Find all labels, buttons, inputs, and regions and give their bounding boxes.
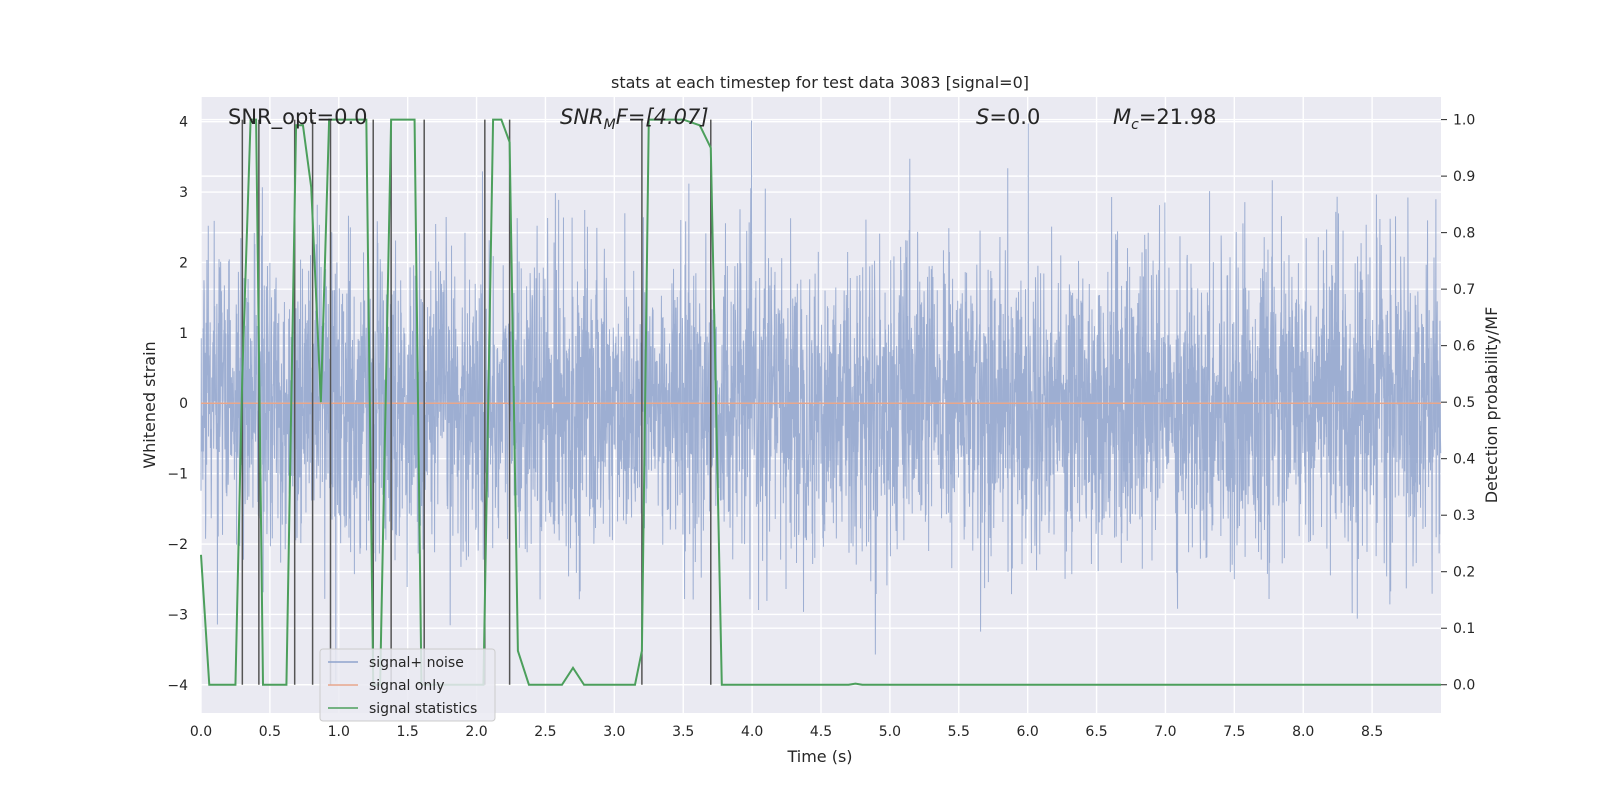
legend-label-signal-statistics: signal statistics bbox=[369, 701, 477, 717]
annotation-s: S=0.0 bbox=[976, 105, 1040, 129]
x-tick-label: 1.0 bbox=[328, 724, 350, 740]
series-signal-noise bbox=[200, 120, 1442, 682]
x-axis-label: Time (s) bbox=[786, 747, 852, 766]
noise-layer bbox=[200, 120, 1442, 682]
y-right-tick-label: 1.0 bbox=[1453, 113, 1475, 129]
x-tick-label: 3.0 bbox=[603, 724, 625, 740]
y-tick-label: 0 bbox=[179, 396, 188, 412]
x-tick-label: 8.5 bbox=[1361, 724, 1383, 740]
x-tick-label: 3.5 bbox=[672, 724, 694, 740]
x-tick-label: 5.5 bbox=[948, 724, 970, 740]
x-tick-label: 2.0 bbox=[465, 724, 487, 740]
tick-layer: 0.0 0.5 1.0 1.5 2.0 2.5 3.0 3.5 4.0 4.5 5.0 5.5 6.0 6… bbox=[167, 113, 1475, 740]
y-right-tick-label: 0.2 bbox=[1453, 565, 1475, 581]
y-right-tick-label: 0.3 bbox=[1453, 508, 1475, 524]
annotation-s-main: S bbox=[976, 105, 989, 129]
x-tick-label: 7.0 bbox=[1154, 724, 1176, 740]
annotation-snr-mf-sub: M bbox=[604, 117, 616, 133]
annotation-snr-mf-rest: F=[4.07] bbox=[616, 105, 709, 129]
chart-title: stats at each timestep for test data 308… bbox=[611, 73, 1029, 92]
x-tick-label: 4.0 bbox=[741, 724, 763, 740]
y-right-tick-label: 0.9 bbox=[1453, 169, 1475, 185]
annotation-mc-rest: =21.98 bbox=[1139, 105, 1217, 129]
legend-box bbox=[319, 648, 496, 722]
y-right-tick-label: 0.6 bbox=[1453, 339, 1475, 355]
y-right-tick-label: 0.1 bbox=[1453, 621, 1475, 637]
x-tick-label: 5.0 bbox=[879, 724, 901, 740]
y-tick-label: −2 bbox=[167, 537, 188, 553]
legend: signal+ noise signal only signal statist… bbox=[319, 648, 496, 722]
x-tick-label: 0.0 bbox=[190, 724, 212, 740]
y-tick-label: 4 bbox=[179, 115, 188, 131]
legend-label-signal-only: signal only bbox=[369, 678, 444, 694]
x-tick-label: 4.5 bbox=[810, 724, 832, 740]
y-right-tick-label: 0.4 bbox=[1453, 452, 1475, 468]
y-tick-label: −3 bbox=[167, 607, 188, 623]
y-tick-label: −1 bbox=[167, 467, 188, 483]
y-right-tick-label: 0.8 bbox=[1453, 226, 1475, 242]
y-tick-label: −4 bbox=[167, 678, 188, 694]
annotation-mc-sub: c bbox=[1131, 117, 1139, 133]
y-tick-label: 1 bbox=[179, 326, 188, 342]
x-tick-label: 6.5 bbox=[1085, 724, 1107, 740]
series-signal-statistics bbox=[200, 118, 1441, 686]
legend-label-signal-noise: signal+ noise bbox=[369, 655, 464, 671]
y-right-tick-label: 0.7 bbox=[1453, 282, 1475, 298]
annotation-mc: Mc=21.98 bbox=[1113, 105, 1217, 133]
y-axis-label-right: Detection probability/MF bbox=[1482, 307, 1501, 504]
y-axis-label: Whitened strain bbox=[140, 341, 159, 468]
annotation-snr-opt: SNR_opt=0.0 bbox=[228, 105, 368, 130]
x-tick-label: 8.0 bbox=[1292, 724, 1314, 740]
y-tick-label: 2 bbox=[179, 255, 188, 271]
annotation-snr-mf-main: SNR bbox=[560, 105, 604, 129]
annotation-mc-main: M bbox=[1113, 105, 1131, 129]
stat-layer bbox=[200, 118, 1441, 686]
x-tick-label: 1.5 bbox=[397, 724, 419, 740]
annotation-snr-mf: SNRMF=[4.07] bbox=[560, 105, 709, 133]
y-right-tick-label: 0.0 bbox=[1453, 678, 1475, 694]
y-tick-label: 3 bbox=[179, 185, 188, 201]
annotation-s-rest: =0.0 bbox=[989, 105, 1040, 129]
x-tick-label: 2.5 bbox=[534, 724, 556, 740]
x-tick-label: 6.0 bbox=[1017, 724, 1039, 740]
annotation-snr-opt-text: SNR_opt=0.0 bbox=[228, 105, 368, 130]
x-tick-label: 7.5 bbox=[1223, 724, 1245, 740]
y-right-tick-label: 0.5 bbox=[1453, 395, 1475, 411]
x-tick-label: 0.5 bbox=[259, 724, 281, 740]
